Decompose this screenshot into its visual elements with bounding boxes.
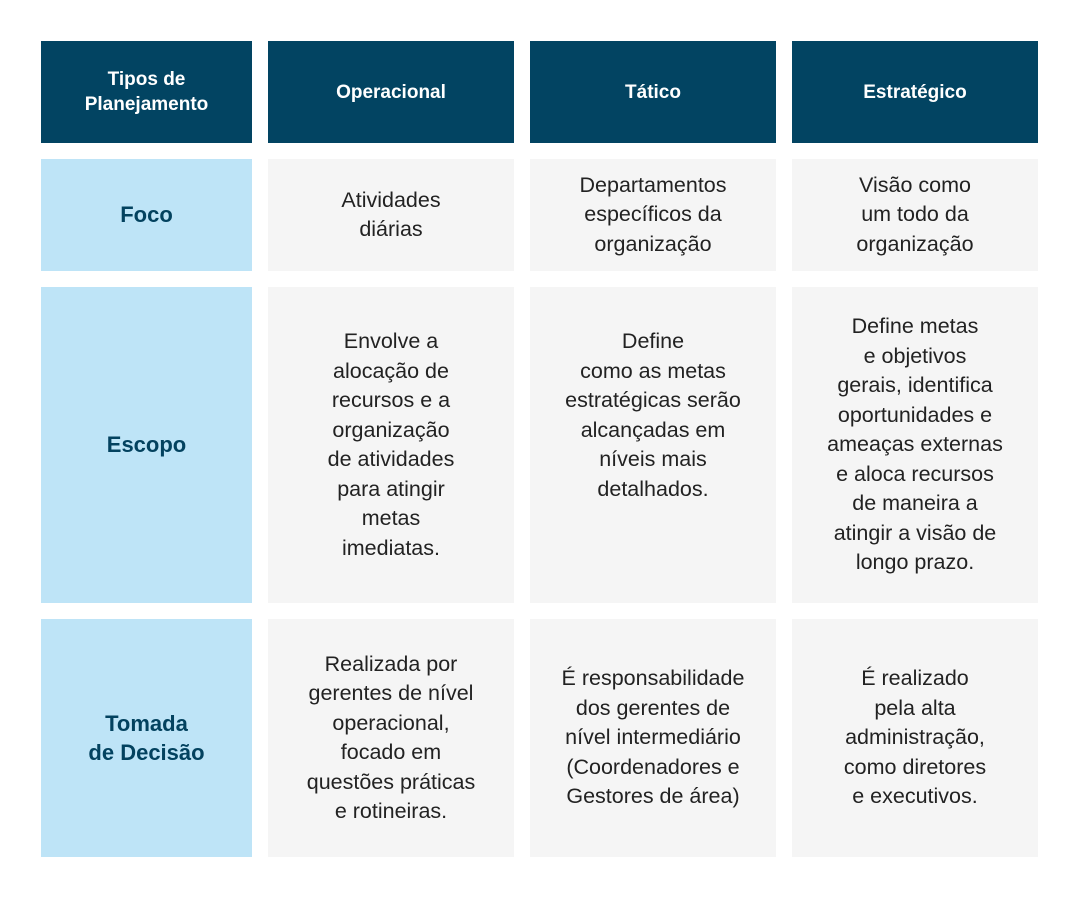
cell-foco-estrategico: Visão como um todo da organização [792, 159, 1038, 271]
cell-decisao-tatico: É responsabilidade dos gerentes de nível… [530, 619, 776, 857]
header-tatico: Tático [530, 41, 776, 143]
row-label-tomada-de-decisao: Tomada de Decisão [41, 619, 252, 857]
header-estrategico: Estratégico [792, 41, 1038, 143]
header-operacional: Operacional [268, 41, 514, 143]
cell-escopo-tatico: Define como as metas estratégicas serão … [530, 287, 776, 603]
row-label-foco: Foco [41, 159, 252, 271]
cell-escopo-operacional: Envolve a alocação de recursos e a organ… [268, 287, 514, 603]
cell-decisao-operacional: Realizada por gerentes de nível operacio… [268, 619, 514, 857]
cell-decisao-estrategico: É realizado pela alta administração, com… [792, 619, 1038, 857]
cell-foco-tatico: Departamentos específicos da organização [530, 159, 776, 271]
cell-foco-operacional: Atividades diárias [268, 159, 514, 271]
row-label-escopo: Escopo [41, 287, 252, 603]
cell-escopo-estrategico: Define metas e objetivos gerais, identif… [792, 287, 1038, 603]
header-tipos-de-planejamento: Tipos de Planejamento [41, 41, 252, 143]
